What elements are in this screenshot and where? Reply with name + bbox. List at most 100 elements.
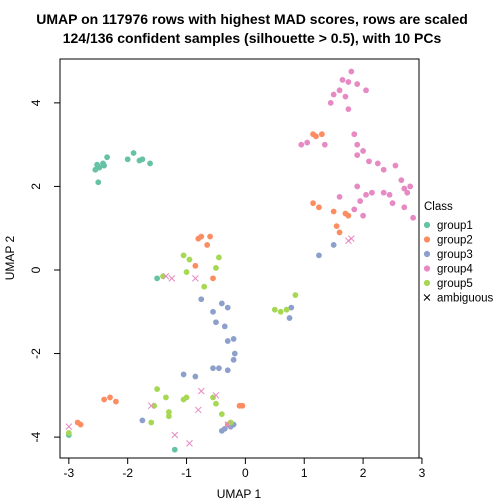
point-ambiguous bbox=[194, 406, 202, 414]
point-group2 bbox=[113, 398, 119, 405]
point-group4 bbox=[342, 93, 349, 100]
point-group3 bbox=[198, 296, 205, 303]
legend-label: group3 bbox=[437, 249, 473, 261]
point-group4 bbox=[380, 166, 387, 173]
legend-items: group1 group2 group3 group4 group5 ambiguous bbox=[423, 220, 494, 305]
point-ambiguous bbox=[171, 431, 179, 439]
point-group3 bbox=[224, 338, 231, 344]
point-group3 bbox=[210, 365, 216, 372]
legend-label: ambiguous bbox=[437, 293, 494, 305]
x-marker-icon bbox=[423, 294, 431, 301]
point-group5 bbox=[277, 308, 284, 315]
point-group2 bbox=[333, 223, 340, 230]
point-group1 bbox=[92, 166, 99, 173]
point-group4 bbox=[401, 204, 408, 211]
point-group4 bbox=[354, 81, 361, 87]
point-group4 bbox=[386, 191, 393, 198]
point-group4 bbox=[354, 152, 361, 158]
point-group5 bbox=[210, 394, 216, 401]
ambiguous-stroke bbox=[347, 235, 355, 243]
point-group5 bbox=[292, 292, 299, 298]
ambiguous-stroke bbox=[147, 402, 155, 410]
point-group4 bbox=[345, 79, 352, 85]
point-group4 bbox=[401, 185, 408, 192]
point-group4 bbox=[354, 141, 361, 148]
chart-title: UMAP on 117976 rows with highest MAD sco… bbox=[36, 11, 468, 27]
point-group5 bbox=[216, 254, 222, 261]
point-group5 bbox=[183, 269, 190, 275]
point-group4 bbox=[404, 189, 411, 196]
point-group5 bbox=[186, 256, 193, 263]
ambiguous-stroke bbox=[345, 237, 352, 245]
point-group2 bbox=[210, 275, 216, 282]
point-group4 bbox=[336, 193, 343, 200]
ambiguous-stroke bbox=[65, 423, 73, 431]
point-ambiguous bbox=[347, 235, 355, 243]
point-group2 bbox=[107, 394, 113, 401]
x-tick-label: -2 bbox=[122, 466, 133, 480]
point-group1 bbox=[95, 179, 102, 186]
point-group5 bbox=[165, 413, 172, 420]
point-ambiguous bbox=[197, 387, 205, 395]
point-group1 bbox=[171, 446, 178, 453]
point-group2 bbox=[310, 200, 316, 207]
point-group4 bbox=[363, 87, 369, 94]
point-group4 bbox=[410, 214, 417, 221]
point-group5 bbox=[213, 265, 219, 271]
point-group2 bbox=[192, 262, 199, 269]
y-axis-label: UMAP 2 bbox=[3, 235, 17, 280]
point-group3 bbox=[139, 417, 146, 424]
ambiguous-stroke bbox=[192, 274, 199, 282]
ambiguous-stroke bbox=[162, 272, 170, 280]
ambiguous-stroke bbox=[194, 406, 202, 414]
point-group2 bbox=[236, 402, 243, 409]
point-group4 bbox=[339, 76, 346, 83]
legend-label: group4 bbox=[437, 264, 473, 276]
point-group4 bbox=[345, 106, 352, 113]
x-tick-label: 3 bbox=[419, 466, 426, 480]
point-group2 bbox=[318, 131, 325, 138]
y-tick-label: 4 bbox=[29, 99, 43, 106]
point-group3 bbox=[288, 304, 295, 311]
point-group5 bbox=[183, 394, 190, 401]
point-group5 bbox=[180, 252, 187, 259]
point-group4 bbox=[304, 139, 311, 146]
y-axis: -4 -2 0 2 4 bbox=[29, 99, 61, 442]
ambiguous-stroke bbox=[186, 440, 193, 447]
point-group3 bbox=[316, 252, 322, 259]
point-group1 bbox=[101, 162, 108, 169]
point-group5 bbox=[271, 306, 278, 313]
point-group1 bbox=[139, 156, 146, 163]
point-group2 bbox=[77, 421, 84, 428]
point-group3 bbox=[231, 350, 238, 357]
x-tick-label: 0 bbox=[242, 466, 249, 480]
point-group4 bbox=[298, 141, 305, 148]
legend-item-group3: group3 bbox=[423, 249, 473, 261]
legend-swatch-icon bbox=[423, 236, 431, 243]
point-group5 bbox=[218, 411, 225, 418]
point-group1 bbox=[154, 275, 161, 282]
y-tick-label: -4 bbox=[29, 431, 43, 442]
point-group3 bbox=[221, 425, 228, 432]
ambiguous-stroke bbox=[171, 431, 179, 439]
point-group4 bbox=[389, 200, 396, 207]
point-group4 bbox=[348, 68, 355, 75]
legend-item-ambiguous: ambiguous bbox=[423, 293, 494, 305]
point-group5 bbox=[201, 283, 208, 290]
legend-swatch-icon bbox=[423, 250, 431, 258]
point-group4 bbox=[392, 162, 399, 169]
x-axis-label: UMAP 1 bbox=[217, 487, 262, 501]
point-group4 bbox=[366, 158, 372, 165]
point-group3 bbox=[221, 323, 228, 330]
point-group4 bbox=[330, 91, 337, 98]
legend-title: Class bbox=[424, 201, 453, 213]
point-group5 bbox=[227, 419, 234, 426]
point-group2 bbox=[316, 204, 322, 211]
point-group4 bbox=[374, 160, 381, 167]
point-group2 bbox=[330, 208, 337, 215]
legend-swatch-icon bbox=[423, 221, 431, 229]
y-tick-label: 0 bbox=[29, 266, 43, 273]
plot-frame bbox=[59, 58, 420, 459]
point-group3 bbox=[330, 242, 337, 248]
legend-swatch-icon bbox=[423, 265, 431, 272]
